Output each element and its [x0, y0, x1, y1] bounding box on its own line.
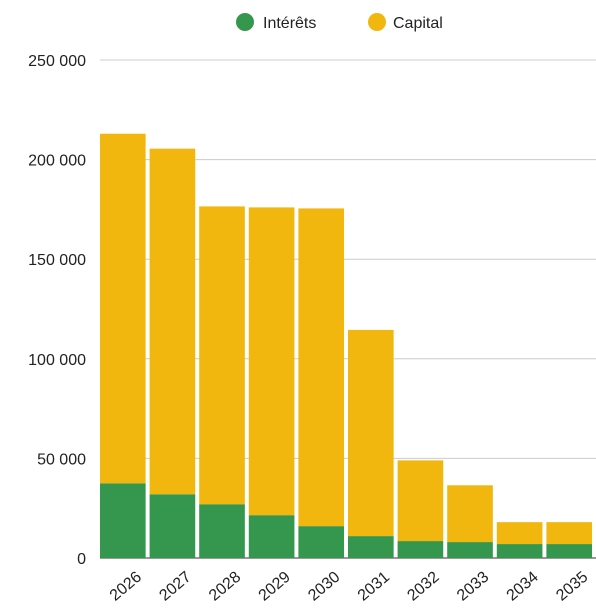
x-tick-label: 2026: [107, 569, 145, 605]
y-tick-label: 100 000: [28, 352, 86, 369]
bar-capital-2035: [546, 522, 593, 545]
legend-swatch-interets: [236, 13, 254, 31]
bar-interets-2032: [397, 541, 444, 558]
bar-capital-2034: [496, 522, 543, 545]
y-tick-label: 250 000: [28, 53, 86, 70]
x-tick-label: 2028: [206, 569, 244, 605]
y-tick-label: 200 000: [28, 153, 86, 170]
bar-capital-2028: [199, 206, 245, 505]
bar-interets-2030: [298, 526, 345, 558]
y-tick-label: 50 000: [37, 451, 86, 468]
x-tick-label: 2027: [156, 569, 194, 605]
bar-capital-2030: [298, 208, 345, 527]
legend: Intérêts Capital: [236, 13, 443, 32]
bar-capital-2031: [348, 329, 394, 537]
legend-label-capital: Capital: [393, 15, 443, 32]
legend-swatch-capital: [368, 13, 386, 31]
x-axis: 2026 2027 2028 2029 2030 2031 2032 2033 2034 2035: [107, 569, 592, 605]
bar-capital-2033: [447, 485, 493, 543]
y-axis: 0 50 000 100 000 150 000 200 000 250 000: [28, 53, 86, 568]
x-tick-label: 2033: [454, 569, 492, 605]
bar-interets-2028: [199, 504, 245, 558]
x-tick-label: 2030: [305, 569, 343, 605]
bars: [100, 133, 593, 558]
x-tick-label: 2031: [355, 569, 393, 605]
bar-capital-2026: [100, 133, 146, 484]
x-tick-label: 2032: [404, 569, 442, 605]
bar-interets-2027: [149, 494, 196, 558]
bar-capital-2027: [149, 148, 196, 495]
y-tick-label: 0: [77, 551, 86, 568]
x-tick-label: 2035: [553, 569, 591, 605]
x-tick-label: 2029: [256, 569, 294, 605]
bar-interets-2033: [447, 542, 493, 558]
bar-interets-2034: [496, 544, 543, 558]
bar-interets-2031: [348, 536, 394, 558]
bar-interets-2029: [248, 515, 295, 558]
legend-label-interets: Intérêts: [263, 15, 316, 32]
bar-interets-2026: [100, 483, 146, 558]
bar-capital-2032: [397, 460, 444, 542]
bar-interets-2035: [546, 544, 593, 558]
bar-capital-2029: [248, 207, 295, 516]
y-tick-label: 150 000: [28, 252, 86, 269]
x-tick-label: 2034: [504, 569, 542, 605]
